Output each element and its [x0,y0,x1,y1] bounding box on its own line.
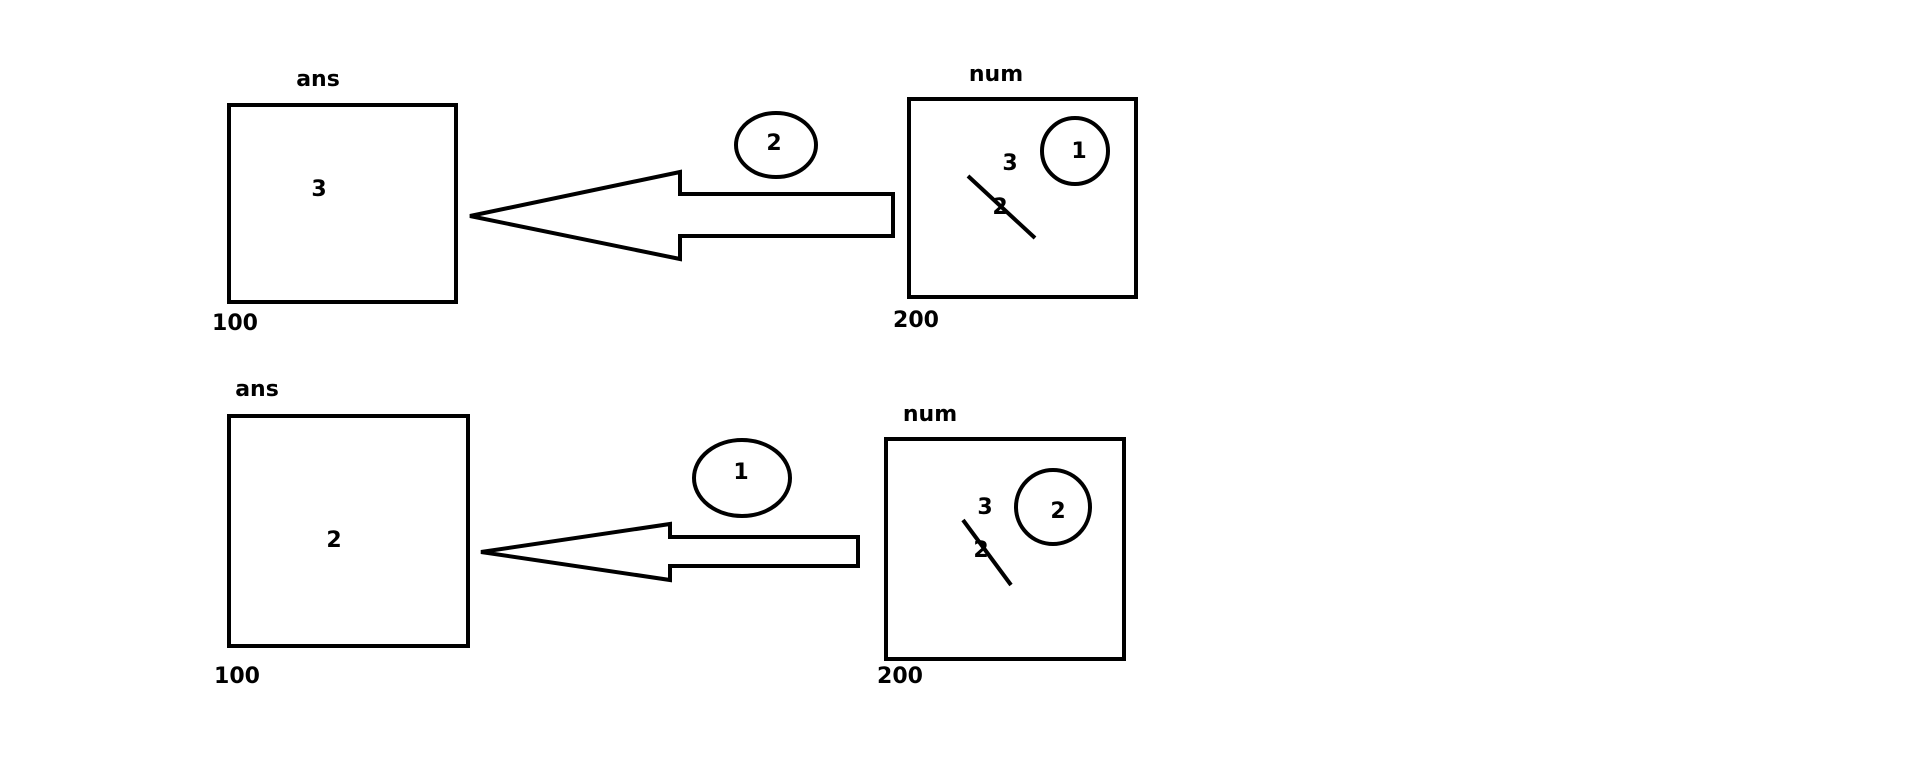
step-number: 1 [733,460,748,485]
strike-through-line [968,176,1035,238]
ans-address: 100 [212,311,258,336]
num-new-value: 3 [977,495,992,520]
num-circled-value: 1 [1071,139,1086,164]
ans-box [229,105,456,302]
ans-value: 2 [326,528,341,553]
num-new-value: 3 [1002,151,1017,176]
diagram-top: ans 3 100 2 num 3 2 1 200 [212,62,1136,336]
num-label: num [903,402,957,427]
assignment-arrow [481,524,858,580]
ans-label: ans [235,377,279,402]
num-label: num [969,62,1023,87]
num-address: 200 [893,308,939,333]
num-address: 200 [877,664,923,689]
assignment-arrow [470,172,893,259]
num-box [886,439,1124,659]
step-number: 2 [766,131,781,156]
ans-box [229,416,468,646]
num-circled-value: 2 [1050,499,1065,524]
diagram-bottom: ans 2 100 1 num 3 2 2 200 [214,377,1124,689]
ans-label: ans [296,67,340,92]
strike-through-line [963,520,1011,585]
ans-address: 100 [214,664,260,689]
ans-value: 3 [311,177,326,202]
